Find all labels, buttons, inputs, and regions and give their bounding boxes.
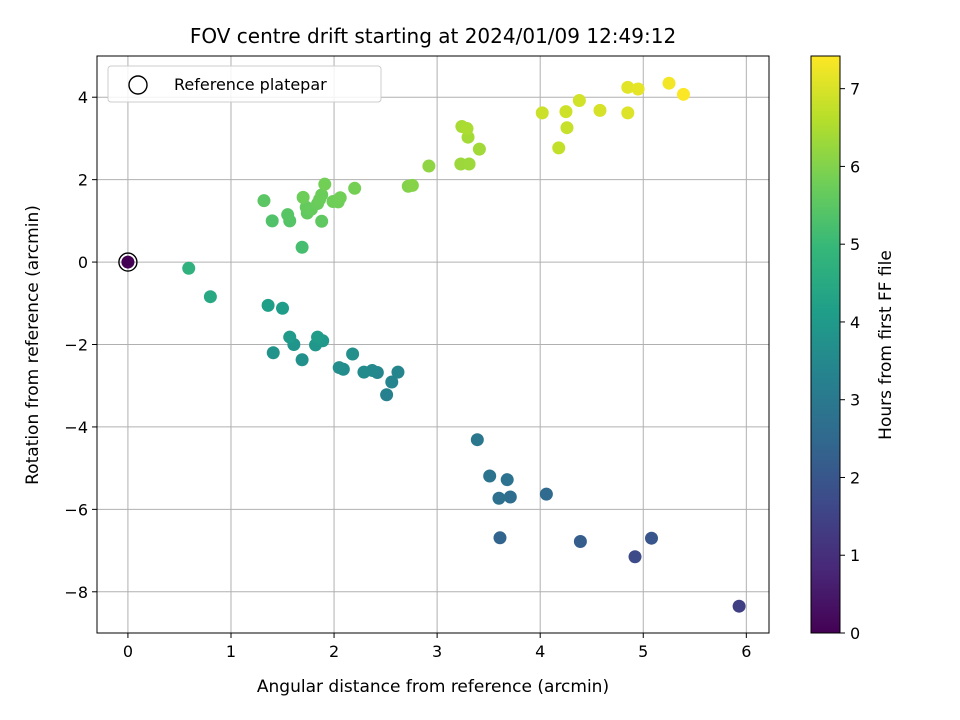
data-point <box>539 487 553 501</box>
y-tick-label: 2 <box>78 171 88 190</box>
data-point <box>296 190 310 204</box>
data-point <box>333 191 347 205</box>
data-point <box>283 330 297 344</box>
x-tick-label: 5 <box>638 642 648 661</box>
x-tick-label: 3 <box>432 642 442 661</box>
data-point <box>348 181 362 195</box>
data-point <box>593 103 607 117</box>
data-point <box>621 80 635 94</box>
data-point <box>472 142 486 156</box>
data-point <box>405 178 419 192</box>
data-point <box>276 301 290 315</box>
data-point <box>357 365 371 379</box>
data-point <box>572 94 586 108</box>
data-point <box>559 105 573 119</box>
data-point <box>573 535 587 549</box>
grid-lines <box>97 56 769 633</box>
chart-title: FOV centre drift starting at 2024/01/09 … <box>190 24 676 48</box>
data-point <box>281 208 295 222</box>
data-point <box>315 214 329 228</box>
data-point <box>460 122 474 136</box>
x-tick-label: 2 <box>329 642 339 661</box>
data-point <box>500 473 514 487</box>
colorbar-tick-label: 7 <box>850 80 860 99</box>
legend-box <box>107 65 382 103</box>
data-point <box>295 353 309 367</box>
data-point <box>535 106 549 120</box>
x-tick-label: 1 <box>226 642 236 661</box>
colorbar-tick-label: 3 <box>850 391 860 410</box>
data-point <box>380 388 394 402</box>
legend: Reference platepar <box>107 65 382 103</box>
data-point <box>121 255 135 269</box>
data-point <box>483 469 497 483</box>
colorbar-ticks: 0 1 2 3 4 5 6 7 <box>840 80 860 643</box>
data-point <box>391 365 405 379</box>
data-point <box>257 194 271 208</box>
data-point <box>385 375 399 389</box>
y-tick-label: −6 <box>64 500 88 519</box>
data-point <box>560 121 574 135</box>
data-point <box>621 106 635 120</box>
y-tick-label: −8 <box>64 583 88 602</box>
data-point <box>346 347 360 361</box>
data-point <box>462 157 476 171</box>
data-point <box>295 240 309 254</box>
data-point <box>422 159 436 173</box>
colorbar-label: Hours from first FF file <box>876 250 896 440</box>
x-tick-label: 4 <box>535 642 545 661</box>
y-tick-label: 4 <box>78 88 88 107</box>
colorbar-tick-label: 0 <box>850 624 860 643</box>
y-tick-label: −2 <box>64 336 88 355</box>
data-point <box>732 599 746 613</box>
y-tick-label: −4 <box>64 418 88 437</box>
data-point <box>552 141 566 155</box>
data-points <box>121 76 746 613</box>
data-point <box>645 531 659 545</box>
data-point <box>318 177 332 191</box>
data-point <box>203 290 217 304</box>
reference-marker <box>118 252 138 272</box>
x-tick-label: 0 <box>123 642 133 661</box>
data-point <box>332 361 346 375</box>
colorbar-tick-label: 1 <box>850 546 860 565</box>
colorbar-tick-label: 5 <box>850 235 860 254</box>
data-point <box>261 298 275 312</box>
x-axis-label: Angular distance from reference (arcmin) <box>257 677 609 697</box>
y-axis-label: Rotation from reference (arcmin) <box>23 205 43 485</box>
data-point <box>470 433 484 447</box>
data-point <box>628 550 642 564</box>
legend-entry-reference-platepar: Reference platepar <box>174 75 327 94</box>
data-point <box>676 87 690 101</box>
data-point <box>631 82 645 96</box>
x-tick-label: 6 <box>741 642 751 661</box>
data-point <box>315 188 329 202</box>
data-point <box>662 76 676 90</box>
y-tick-label: 0 <box>78 253 88 272</box>
y-axis-ticks: −8 −6 −4 −2 0 2 4 <box>64 88 97 602</box>
colorbar-tick-label: 4 <box>850 313 860 332</box>
data-point <box>311 330 325 344</box>
colorbar-tick-label: 6 <box>850 157 860 176</box>
x-axis-ticks: 0 1 2 3 4 5 6 <box>123 633 751 661</box>
legend-reference-marker <box>128 75 148 95</box>
data-point <box>503 490 517 504</box>
reference-marker-group <box>118 252 138 272</box>
data-point <box>266 346 280 360</box>
data-point <box>493 531 507 545</box>
colorbar-tick-label: 2 <box>850 468 860 487</box>
colorbar-gradient <box>810 55 841 634</box>
data-point <box>182 261 196 275</box>
data-point <box>492 491 506 505</box>
colorbar: 0 1 2 3 4 5 6 7 Hours from first FF file <box>810 55 896 643</box>
data-point <box>265 214 279 228</box>
